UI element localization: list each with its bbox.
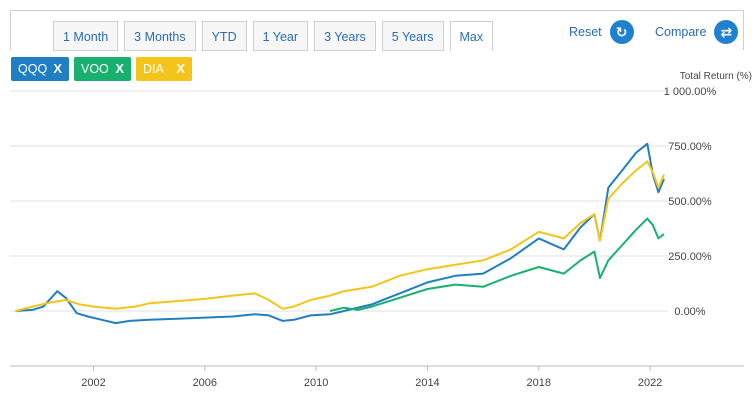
legend-chip-label: QQQ bbox=[18, 62, 48, 76]
y-tick-label: 1 000.00% bbox=[664, 86, 717, 98]
range-tabs: 1 Month 3 Months YTD 1 Year 3 Years 5 Ye… bbox=[11, 21, 494, 51]
tab-1-year[interactable]: 1 Year bbox=[252, 21, 309, 51]
tab-1-month[interactable]: 1 Month bbox=[53, 21, 119, 51]
series-line-qqq bbox=[15, 142, 665, 325]
x-tick-label: 2014 bbox=[415, 377, 439, 389]
remove-icon[interactable]: X bbox=[176, 61, 185, 76]
series-lines bbox=[15, 142, 665, 325]
compare-label: Compare bbox=[655, 25, 707, 39]
x-tick-label: 2002 bbox=[81, 377, 105, 389]
x-tick-label: 2010 bbox=[304, 377, 328, 389]
remove-icon[interactable]: X bbox=[53, 61, 62, 76]
x-tick-label: 2018 bbox=[527, 377, 551, 389]
legend-chip-dia[interactable]: DIA X bbox=[136, 57, 192, 81]
y-tick-label: 750.00% bbox=[668, 141, 712, 153]
y-tick-label: 250.00% bbox=[668, 251, 712, 263]
tab-5-years[interactable]: 5 Years bbox=[381, 21, 444, 51]
legend-chip-voo[interactable]: VOO X bbox=[74, 57, 131, 81]
remove-icon[interactable]: X bbox=[115, 61, 124, 76]
reset-label: Reset bbox=[569, 25, 602, 39]
y-axis-ticks: 1 000.00% 750.00% 500.00% 250.00% 0.00% bbox=[664, 86, 717, 318]
tab-ytd[interactable]: YTD bbox=[201, 21, 247, 51]
legend-chip-label: DIA bbox=[143, 62, 164, 76]
x-axis-ticks: 2002 2006 2010 2014 2018 2022 bbox=[81, 366, 662, 389]
y-tick-label: 0.00% bbox=[674, 306, 705, 318]
tab-3-years[interactable]: 3 Years bbox=[314, 21, 376, 51]
tab-3-months[interactable]: 3 Months bbox=[124, 21, 196, 51]
x-tick-label: 2022 bbox=[638, 377, 662, 389]
x-tick-label: 2006 bbox=[193, 377, 217, 389]
y-axis-title: Total Return (%) bbox=[680, 71, 752, 82]
legend-chip-label: VOO bbox=[81, 62, 109, 76]
range-toolbar: 1 Month 3 Months YTD 1 Year 3 Years 5 Ye… bbox=[10, 10, 744, 51]
y-tick-label: 500.00% bbox=[668, 196, 712, 208]
gridlines bbox=[10, 90, 744, 367]
swap-arrows-icon: ⇄ bbox=[714, 20, 739, 44]
compare-button[interactable]: Compare ⇄ bbox=[655, 20, 739, 44]
series-line-dia bbox=[15, 160, 665, 312]
series-line-voo bbox=[329, 217, 665, 312]
tab-max[interactable]: Max bbox=[449, 21, 494, 51]
legend-chip-qqq[interactable]: QQQ X bbox=[11, 57, 69, 81]
reset-button[interactable]: Reset ↻ bbox=[569, 20, 634, 44]
refresh-icon: ↻ bbox=[609, 20, 634, 44]
